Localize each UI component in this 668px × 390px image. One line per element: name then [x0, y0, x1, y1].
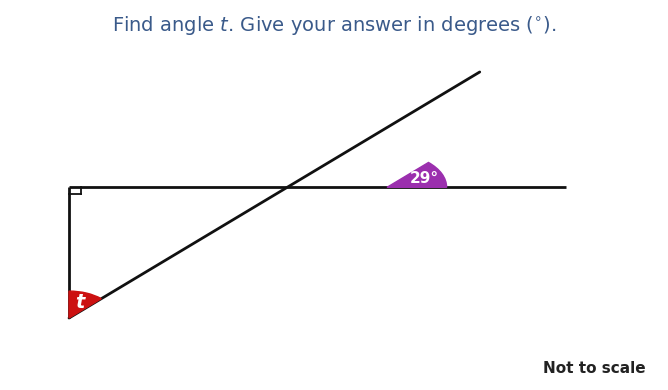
Text: Find angle $t$. Give your answer in degrees ($^{\circ}$).: Find angle $t$. Give your answer in degr… [112, 14, 556, 37]
Wedge shape [387, 163, 447, 187]
Text: Not to scale: Not to scale [542, 361, 645, 376]
Wedge shape [69, 291, 102, 318]
Text: t: t [75, 293, 84, 312]
Text: 29°: 29° [409, 171, 439, 186]
